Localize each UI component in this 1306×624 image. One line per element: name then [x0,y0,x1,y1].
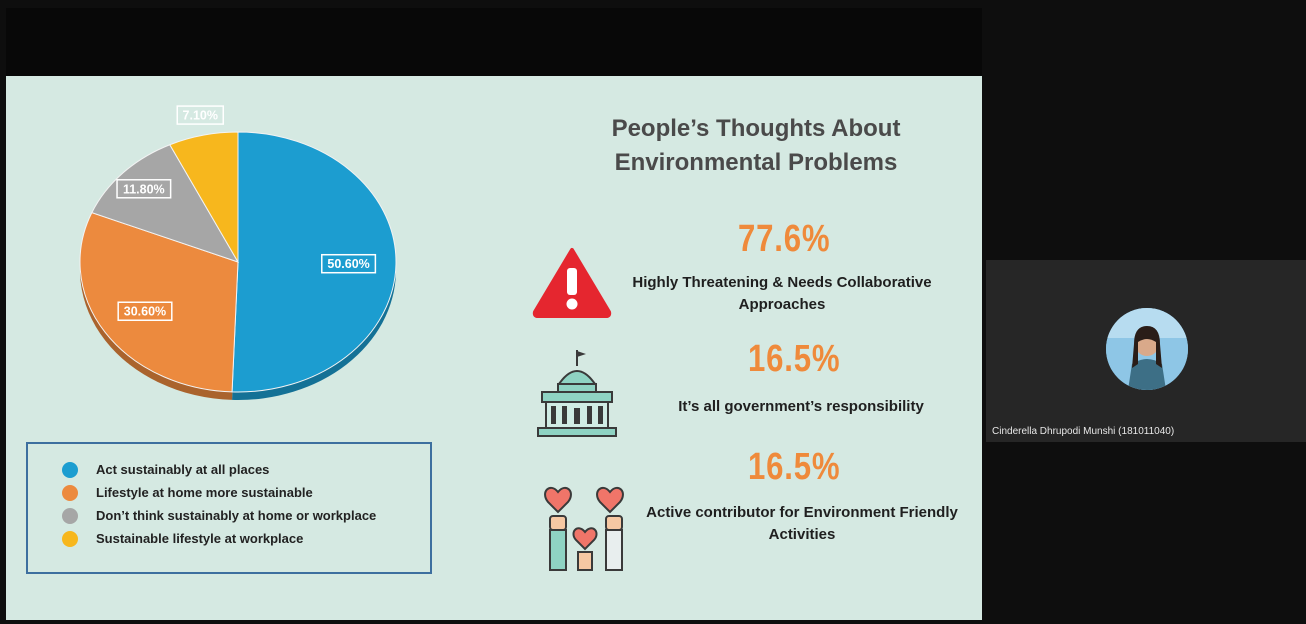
stat-value: 16.5% [748,446,841,488]
stat-description-line: Active contributor for Environment Frien… [646,504,958,521]
stat-description: Highly Threatening & Needs Collaborative… [612,272,952,316]
legend-label: Act sustainably at all places [96,462,270,477]
pie-slice [91,144,240,263]
legend-item: Act sustainably at all places [62,458,430,481]
participant-avatar [1106,308,1188,390]
stat-description-line: Highly Threatening & Needs Collaborative [632,274,932,291]
warning-icon [532,248,612,318]
pie-data-label-box [176,105,225,125]
pie-data-label: 7.10% [176,105,225,125]
pie-data-label-text: 11.80% [123,182,165,196]
pie-slice [169,131,239,264]
pie-data-label: 11.80% [116,179,172,199]
participant-name: Cinderella Dhrupodi Munshi (181011040) [992,426,1175,437]
pie-data-label-text: 7.10% [183,109,218,123]
pie-data-label-box [117,301,173,321]
stat-description-line: Activities [768,526,836,543]
legend-dot-gray [62,507,78,524]
presentation-slide: 50.60% 30.60% 11.80% 7.10% Act sustainably … [6,8,982,620]
pie-data-label-box [116,179,172,199]
stat-description: It’s all government’s responsibility [646,396,956,418]
pie-slice [231,131,397,393]
pie-data-label: 50.60% [321,253,377,274]
stat-value: 16.5% [748,338,841,380]
stat-description-line: It’s all government’s responsibility [678,398,924,415]
legend-item: Lifestyle at home more sustainable [62,481,430,504]
slide-title-line-1: People’s Thoughts About [611,115,901,142]
pie-data-label: 30.60% [117,301,173,321]
slide-top-bar [6,8,982,76]
hands-hearts-icon [544,486,624,571]
pie-chart: 50.60% 30.60% 11.80% 7.10% [79,105,397,400]
legend-item: Sustainable lifestyle at workplace [62,527,430,550]
legend-label: Lifestyle at home more sustainable [96,485,313,500]
legend-dot-orange [62,484,78,501]
stat-description-line: Approaches [738,296,826,313]
government-building-icon [537,350,617,437]
slide-title-line-2: Environmental Problems [614,149,898,176]
pie-data-label-box [321,253,377,274]
legend-label: Sustainable lifestyle at workplace [96,531,304,546]
chart-legend: Act sustainably at all places Lifestyle … [26,442,432,574]
stat-description: Active contributor for Environment Frien… [622,502,982,546]
legend-label: Don’t think sustainably at home or workp… [96,508,377,523]
slide-title: People’s Thoughts About Environmental Pr… [566,112,946,180]
legend-item: Don’t think sustainably at home or workp… [62,504,430,527]
participant-video-tile[interactable]: Cinderella Dhrupodi Munshi (181011040) [986,260,1306,442]
slide-content: 50.60% 30.60% 11.80% 7.10% Act sustainably … [6,76,982,620]
stat-value: 77.6% [738,218,831,260]
pie-data-label-text: 30.60% [124,305,166,319]
participant-photo-icon [1106,308,1188,390]
legend-dot-yellow [62,530,78,547]
legend-dot-blue [62,461,78,478]
pie-data-label-text: 50.60% [327,257,369,271]
